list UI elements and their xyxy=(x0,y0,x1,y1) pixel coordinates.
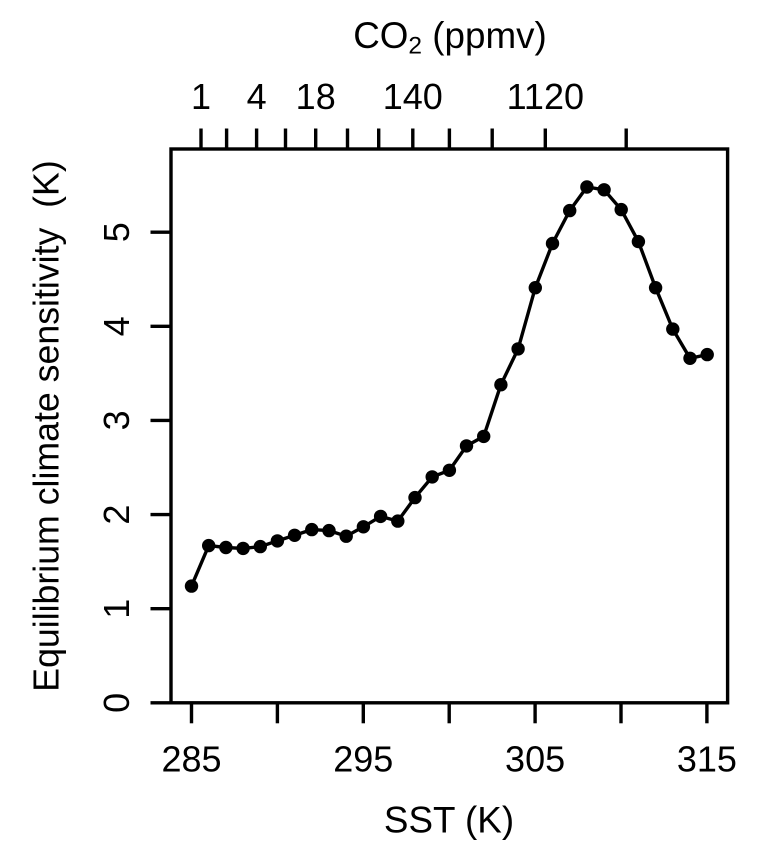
svg-text:1: 1 xyxy=(96,599,137,619)
svg-text:18: 18 xyxy=(296,76,336,117)
svg-text:2: 2 xyxy=(96,505,137,525)
svg-text:285: 285 xyxy=(161,738,221,779)
svg-text:1: 1 xyxy=(191,76,211,117)
svg-text:5: 5 xyxy=(96,222,137,242)
svg-text:295: 295 xyxy=(333,738,393,779)
svg-text:CO2 (ppmv): CO2 (ppmv) xyxy=(353,15,547,60)
svg-text:3: 3 xyxy=(96,410,137,430)
svg-text:1120: 1120 xyxy=(507,76,584,117)
svg-text:140: 140 xyxy=(383,76,443,117)
svg-text:315: 315 xyxy=(677,738,737,779)
svg-text:305: 305 xyxy=(505,738,565,779)
svg-text:SST (K): SST (K) xyxy=(384,799,514,840)
svg-text:4: 4 xyxy=(96,316,137,336)
svg-text:Equilibrium climate sensitivit: Equilibrium climate sensitivity (K) xyxy=(27,160,67,691)
svg-text:0: 0 xyxy=(96,693,137,713)
svg-text:4: 4 xyxy=(247,76,267,117)
